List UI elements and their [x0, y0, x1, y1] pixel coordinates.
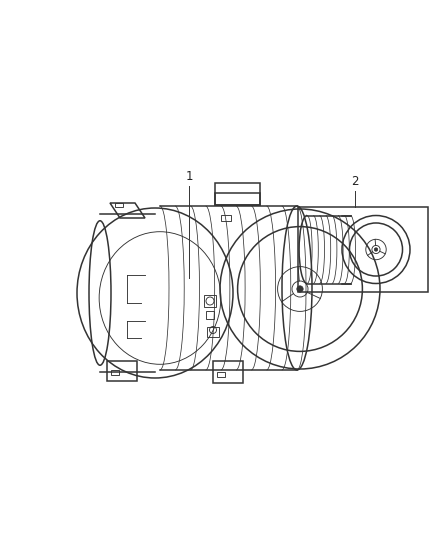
Bar	[107, 361, 137, 381]
Circle shape	[297, 286, 303, 292]
Bar	[298, 207, 428, 292]
Bar	[204, 295, 216, 307]
Bar	[221, 215, 231, 221]
Bar	[207, 327, 219, 337]
Text: 1: 1	[185, 170, 193, 183]
Bar	[115, 203, 123, 207]
Bar	[217, 372, 225, 377]
Text: 2: 2	[351, 175, 359, 188]
Circle shape	[374, 248, 378, 251]
Bar	[206, 311, 214, 319]
Bar	[213, 361, 243, 383]
Bar	[111, 370, 119, 375]
Bar	[215, 183, 260, 205]
